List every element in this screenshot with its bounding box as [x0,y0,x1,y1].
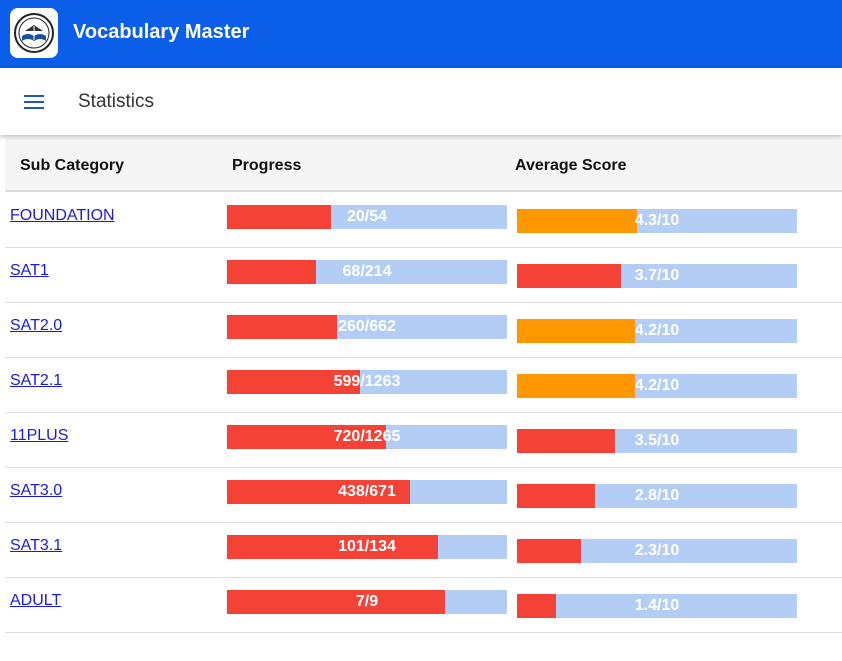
app-title: Vocabulary Master [73,21,250,43]
progress-label: 720/1265 [333,428,401,445]
sub-category-link[interactable]: FOUNDATION [10,207,115,224]
table-row: SAT1 68/214 3.7/10 [5,247,842,303]
average-score-fill [517,209,638,233]
page-title: Statistics [78,91,155,112]
average-score-label: 3.5/10 [634,432,680,449]
average-score-fill [517,374,635,398]
progress-bar-fill [227,260,316,284]
progress-bar-fill [227,205,331,229]
progress-bar: 7/9 [227,590,507,614]
progress-label: 599/1263 [333,373,401,390]
average-score-fill [517,594,557,618]
average-score-label: 3.7/10 [634,267,680,284]
column-header-sub-category: Sub Category [20,157,125,174]
progress-bar-fill [227,370,360,394]
average-score-label: 4.2/10 [634,377,680,394]
progress-bar-fill [227,425,387,449]
sub-category-link[interactable]: SAT3.1 [10,537,63,554]
table-header: Sub Category Progress Average Score [5,138,842,192]
sub-category-link[interactable]: SAT2.0 [10,317,63,334]
app-logo [10,8,58,58]
progress-bar: 599/1263 [227,370,507,394]
average-score-fill [517,539,582,563]
progress-bar-fill [227,480,410,504]
average-score-label: 2.3/10 [634,542,680,559]
table-row: 11PLUS 720/1265 3.5/10 [5,412,842,468]
table-row: SAT3.1 101/134 2.3/10 [5,522,842,578]
progress-bar: 101/134 [227,535,507,559]
page-header: Statistics [0,68,842,135]
progress-bar: 20/54 [227,205,507,229]
sub-category-link[interactable]: 11PLUS [10,427,69,444]
column-header-progress: Progress [232,157,302,174]
average-score-bar: 2.8/10 [517,484,797,508]
average-score-fill [517,264,621,288]
average-score-fill [517,484,596,508]
table-row: SAT2.0 260/662 4.2/10 [5,302,842,358]
progress-bar-fill [227,590,445,614]
hamburger-menu-icon[interactable] [14,88,54,116]
progress-bar: 260/662 [227,315,507,339]
average-score-bar: 2.3/10 [517,539,797,563]
progress-label: 68/214 [342,263,392,280]
average-score-label: 1.4/10 [634,597,680,614]
progress-label: 7/9 [355,593,379,610]
average-score-fill [517,319,635,343]
book-globe-logo-icon [14,13,54,53]
average-score-label: 4.2/10 [634,322,680,339]
average-score-label: 4.3/10 [634,212,680,229]
average-score-label: 2.8/10 [634,487,680,504]
table-row: SAT3.0 438/671 2.8/10 [5,467,842,523]
progress-bar: 438/671 [227,480,507,504]
table-row: ADULT 7/9 1.4/10 [5,577,842,633]
progress-label: 101/134 [338,538,396,555]
progress-bar-fill [227,315,337,339]
average-score-bar: 3.7/10 [517,264,797,288]
sub-category-link[interactable]: SAT3.0 [10,482,63,499]
progress-bar: 68/214 [227,260,507,284]
average-score-bar: 1.4/10 [517,594,797,618]
app-bar: Vocabulary Master [0,0,842,68]
progress-label: 20/54 [346,208,388,225]
progress-bar-fill [227,535,439,559]
progress-label: 260/662 [338,318,396,335]
progress-bar: 720/1265 [227,425,507,449]
table-row: FOUNDATION 20/54 4.3/10 [5,192,842,248]
sub-category-link[interactable]: ADULT [10,592,62,609]
sub-category-link[interactable]: SAT2.1 [10,372,63,389]
average-score-bar: 4.2/10 [517,374,797,398]
average-score-bar: 4.3/10 [517,209,797,233]
average-score-fill [517,429,615,453]
average-score-bar: 4.2/10 [517,319,797,343]
sub-category-link[interactable]: SAT1 [10,262,49,279]
progress-label: 438/671 [338,483,396,500]
column-header-average-score: Average Score [515,157,627,174]
average-score-bar: 3.5/10 [517,429,797,453]
table-row: SAT2.1 599/1263 4.2/10 [5,357,842,413]
